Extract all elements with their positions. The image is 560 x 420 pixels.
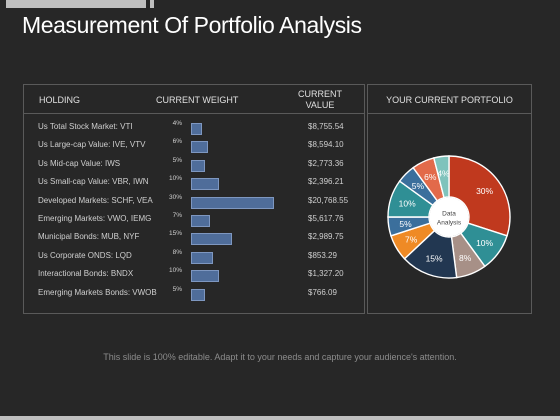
donut-slice-label: 5%: [399, 219, 412, 229]
donut-slice-label: 7%: [405, 234, 418, 244]
current-value: $8,755.54: [308, 122, 344, 131]
donut-center-label: Analysis: [437, 220, 462, 227]
donut-slice: [432, 155, 450, 199]
current-value: $5,617.76: [308, 214, 344, 223]
weight-label: 6%: [172, 138, 182, 146]
current-value: $2,396.21: [308, 177, 344, 187]
holding-name: Us Total Stock Market: VTI: [38, 122, 133, 131]
table-header-divider: [24, 113, 364, 114]
current-value: $2,989.75: [308, 232, 344, 242]
table-row: Emerging Markets Bonds: VWOB 5% $766.09: [24, 285, 364, 305]
table-row: Us Total Stock Market: VTI 4% $8,755.54: [24, 119, 364, 139]
value-header-line2: VALUE: [305, 100, 335, 110]
donut-slice-label: 8%: [459, 253, 472, 263]
weight-bar: [191, 196, 274, 209]
donut-slice-label: 4%: [437, 168, 450, 178]
weight-bar: [191, 123, 202, 135]
holding-name: Us Mid-cap Value: IWS: [38, 158, 121, 168]
footer-note: This slide is 100% editable. Adapt it to…: [103, 352, 457, 362]
weight-label: 10%: [168, 267, 182, 275]
weight-bar: [191, 270, 219, 283]
table-row: Emerging Markets: VWO, IEMG 7% $5,617.76: [24, 211, 364, 231]
weight-label: 7%: [172, 212, 182, 219]
current-value: $8,594.10: [308, 140, 344, 150]
holding-name: Developed Markets: SCHF, VEA: [38, 195, 153, 205]
holding-name: Emerging Markets: VWO, IEMG: [38, 214, 152, 223]
weight-bar: [191, 215, 211, 227]
top-tab-right: [150, 0, 154, 8]
donut-slice-label: 6%: [424, 172, 437, 182]
table-row: Municipal Bonds: MUB, NYF 15% $2,989.75: [24, 229, 364, 249]
weight-label: 15%: [168, 230, 182, 238]
table-row: Us Large-cap Value: IVE, VTV 6% $8,594.10: [24, 137, 364, 157]
donut-center: [429, 197, 469, 237]
current-value: $20,768.55: [308, 195, 349, 205]
donut-center-label: Data: [442, 211, 456, 218]
value-header: CURRENT VALUE: [286, 89, 354, 111]
donut-slice-label: 10%: [476, 238, 493, 248]
weight-label: 5%: [172, 156, 182, 164]
table-row: Us Mid-cap Value: IWS 5% $2,773.36: [24, 156, 364, 176]
weight-bar: [191, 159, 205, 172]
top-tab-left: [6, 0, 146, 8]
current-value: $2,773.36: [308, 158, 344, 168]
holding-name: Interactional Bonds: BNDX: [38, 269, 134, 279]
weight-bar: [191, 288, 205, 301]
page-title: Measurement Of Portfolio Analysis: [22, 12, 362, 38]
donut-slice: [448, 155, 511, 237]
table-row: Interactional Bonds: BNDX 10% $1,327.20: [24, 266, 364, 286]
holdings-panel: HOLDING CURRENT WEIGHT CURRENT VALUE Us …: [23, 84, 365, 314]
holding-name: Municipal Bonds: MUB, NYF: [38, 232, 140, 242]
table-row: Us Small-cap Value: VBR, IWN 10% $2,396.21: [24, 174, 364, 194]
weight-bar: [191, 141, 208, 154]
table-row: Developed Markets: SCHF, VEA 30% $20,768.5…: [24, 193, 364, 213]
table-row: Us Corporate ONDS: LQD 8% $853.29: [24, 248, 364, 268]
current-value: $853.29: [308, 250, 337, 260]
holding-header: HOLDING: [39, 95, 81, 105]
weight-bar: [191, 251, 213, 264]
holding-name: Us Small-cap Value: VBR, IWN: [38, 177, 149, 187]
current-value: $766.09: [308, 287, 337, 297]
donut-slice-label: 15%: [426, 253, 443, 263]
portfolio-header-divider: [368, 113, 531, 114]
holding-name: Us Corporate ONDS: LQD: [38, 250, 132, 260]
portfolio-panel: YOUR CURRENT PORTFOLIO 30% 10% 8% 15% 7% 5% 10…: [367, 84, 532, 314]
weight-bar: [191, 178, 219, 191]
value-header-line1: CURRENT: [298, 89, 342, 99]
holding-name: Emerging Markets Bonds: VWOB: [38, 287, 157, 297]
donut-slice-label: 10%: [399, 198, 416, 208]
donut-slice-label: 5%: [412, 181, 425, 191]
holding-name: Us Large-cap Value: IVE, VTV: [38, 140, 146, 150]
donut-slice-label: 30%: [476, 186, 493, 196]
portfolio-header: YOUR CURRENT PORTFOLIO: [386, 95, 513, 105]
weight-bar: [191, 233, 233, 246]
weight-label: 4%: [172, 120, 182, 127]
bottom-strip: [0, 416, 560, 420]
weight-label: 30%: [168, 193, 182, 201]
weight-label: 5%: [172, 285, 182, 293]
current-value: $1,327.20: [308, 269, 344, 279]
weight-label: 8%: [172, 248, 182, 256]
weight-label: 10%: [168, 175, 182, 183]
weight-header: CURRENT WEIGHT: [156, 95, 239, 105]
